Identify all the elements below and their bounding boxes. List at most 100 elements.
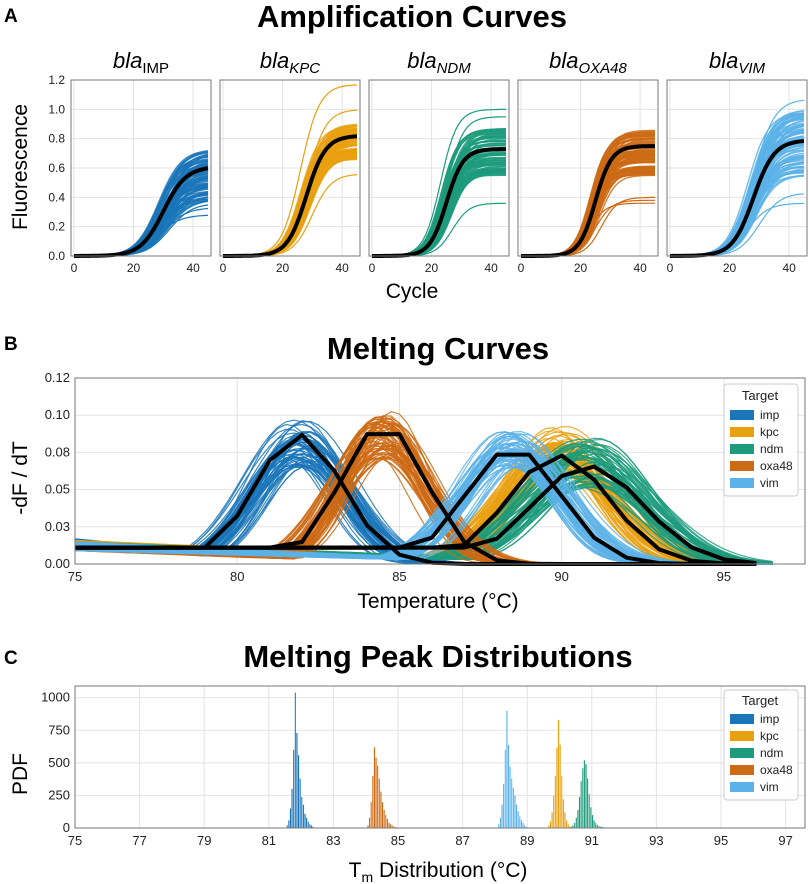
melt-ytick-label: 0.00 — [45, 556, 70, 571]
peak-ytick-label: 1000 — [41, 690, 70, 705]
peak-bar-vim — [514, 795, 516, 829]
amplification-ylabel: Fluorescence — [9, 104, 32, 230]
panel-b: B Melting Curves -dF / dT Temperature (°… — [4, 331, 806, 613]
melt-xtick-label: 75 — [68, 569, 82, 584]
peak-bar-imp — [289, 808, 292, 829]
amp-xtick-label: 20 — [574, 261, 588, 275]
peak-bar-vim — [512, 787, 515, 829]
melt-ytick-label: 0.10 — [45, 407, 70, 422]
peak-bar-imp — [301, 796, 303, 829]
gene-label-sub: VIM — [738, 60, 765, 77]
peak-bar-ndm — [585, 764, 587, 829]
peak-ytick-label: 500 — [48, 755, 70, 770]
amp-ytick-label: 1.2 — [48, 73, 65, 87]
amp-axes-frame — [70, 79, 212, 257]
amp-xtick-label: 40 — [484, 261, 498, 275]
peak-bar-ndm — [588, 794, 590, 829]
peak-bar-oxa48 — [389, 823, 392, 829]
peak-ytick-label: 0 — [63, 820, 70, 835]
peak-bar-imp — [309, 823, 311, 829]
peak-bar-vim — [510, 778, 513, 829]
amp-subplot-ndm: 0 20 40 blaNDM — [368, 48, 510, 275]
peak-bar-oxa48 — [373, 747, 376, 829]
peak-xlabel-sub: m — [361, 869, 373, 884]
peak-bar-oxa48 — [375, 757, 377, 829]
peak-bar-ndm — [575, 817, 578, 829]
peak-axes-frame — [74, 685, 806, 829]
peak-bar-vim — [522, 822, 524, 829]
amp-subplot-vim: 0 20 40 blaVIM — [666, 48, 808, 275]
melt-xtick-label: 90 — [554, 569, 568, 584]
amp-ytick-label: 0.0 — [48, 249, 65, 263]
amp-xtick-label: 20 — [425, 261, 439, 275]
peak-legend-swatch-kpc — [730, 731, 754, 741]
melt-ytick-label: 0.08 — [45, 444, 70, 459]
gene-label-base: bla — [113, 48, 142, 73]
amp-axes-frame — [368, 79, 510, 257]
gene-label-base: bla — [549, 48, 578, 73]
peak-xtick-label: 97 — [778, 833, 792, 848]
peak-bar-imp — [304, 813, 306, 829]
melt-axes-frame — [74, 377, 806, 565]
peak-legend-label-ndm: ndm — [760, 746, 783, 760]
peak-xtick-label: 77 — [132, 833, 146, 848]
peak-xlabel: Tm Distribution (°C) — [349, 859, 528, 884]
amp-xtick-label: 40 — [335, 261, 349, 275]
melting-xlabel: Temperature (°C) — [357, 590, 518, 613]
amp-axes-frame — [219, 79, 361, 257]
panel-c: C Melting Peak Distributions PDF Tm Dist… — [4, 639, 806, 884]
peak-legend-swatch-oxa48 — [730, 765, 754, 775]
peak-xtick-label: 75 — [68, 833, 82, 848]
peak-bar-imp — [297, 754, 300, 829]
peak-bar-ndm — [573, 822, 576, 829]
amp-xtick-label: 20 — [276, 261, 290, 275]
gene-label-sub: IMP — [142, 60, 169, 77]
gene-label-base: bla — [407, 48, 436, 73]
amp-subplot-imp: 0 20 40 0.0 0.2 0.4 0.6 0.8 1.0 1.2 blaIMP — [48, 48, 212, 275]
amp-ytick-label: 0.2 — [48, 220, 65, 234]
peak-bar-imp — [305, 817, 308, 829]
gene-label-oxa48: blaOXA48 — [549, 48, 627, 77]
panel-a: A Amplification Curves Fluorescence Cycl… — [4, 0, 808, 303]
peak-bar-kpc — [562, 799, 565, 829]
peak-xtick-label: 83 — [326, 833, 340, 848]
peak-bar-oxa48 — [386, 818, 389, 829]
peak-xtick-label: 95 — [714, 833, 728, 848]
melting-plot: 75 80 85 90 95 0.00 0.03 0.05 0.08 0.10 0.12 Target… — [45, 370, 806, 584]
amp-subplot-kpc: 0 20 40 blaKPC — [219, 48, 361, 275]
panel-letter-c: C — [4, 648, 18, 669]
peak-bar-ndm — [583, 760, 586, 829]
peak-xtick-label: 79 — [197, 833, 211, 848]
peak-legend-label-kpc: kpc — [760, 729, 779, 743]
peak-bar-ndm — [578, 796, 581, 829]
peak-bar-oxa48 — [368, 817, 371, 829]
gene-label-kpc: blaKPC — [260, 48, 320, 77]
peak-bar-ndm — [582, 767, 584, 829]
peak-legend-swatch-imp — [730, 714, 754, 724]
peak-bar-vim — [515, 804, 518, 829]
amp-ytick-label: 0.8 — [48, 132, 65, 146]
peak-bar-ndm — [593, 820, 595, 829]
peak-bar-kpc — [554, 775, 557, 829]
peak-bar-vim — [504, 749, 507, 829]
peak-bar-imp — [288, 820, 290, 829]
peak-bar-vim — [509, 766, 511, 829]
peak-xtick-label: 85 — [391, 833, 405, 848]
peak-bar-oxa48 — [372, 775, 374, 829]
peak-title: Melting Peak Distributions — [243, 639, 632, 674]
peak-bar-oxa48 — [384, 814, 387, 829]
peak-bar-oxa48 — [383, 809, 385, 829]
peak-bar-kpc — [549, 821, 552, 829]
peak-bar-vim — [519, 816, 521, 829]
peak-xtick-label: 91 — [585, 833, 599, 848]
melt-legend-label-ndm: ndm — [760, 442, 783, 456]
peak-bar-kpc — [552, 795, 555, 829]
amp-xtick-label: 0 — [71, 261, 78, 275]
peak-legend: Target imp kpc ndm oxa48 vim — [723, 689, 799, 801]
gene-label-vim: blaVIM — [709, 48, 766, 77]
amp-xtick-label: 0 — [220, 261, 227, 275]
peak-bar-oxa48 — [381, 801, 384, 829]
peak-ytick-label: 750 — [48, 722, 70, 737]
